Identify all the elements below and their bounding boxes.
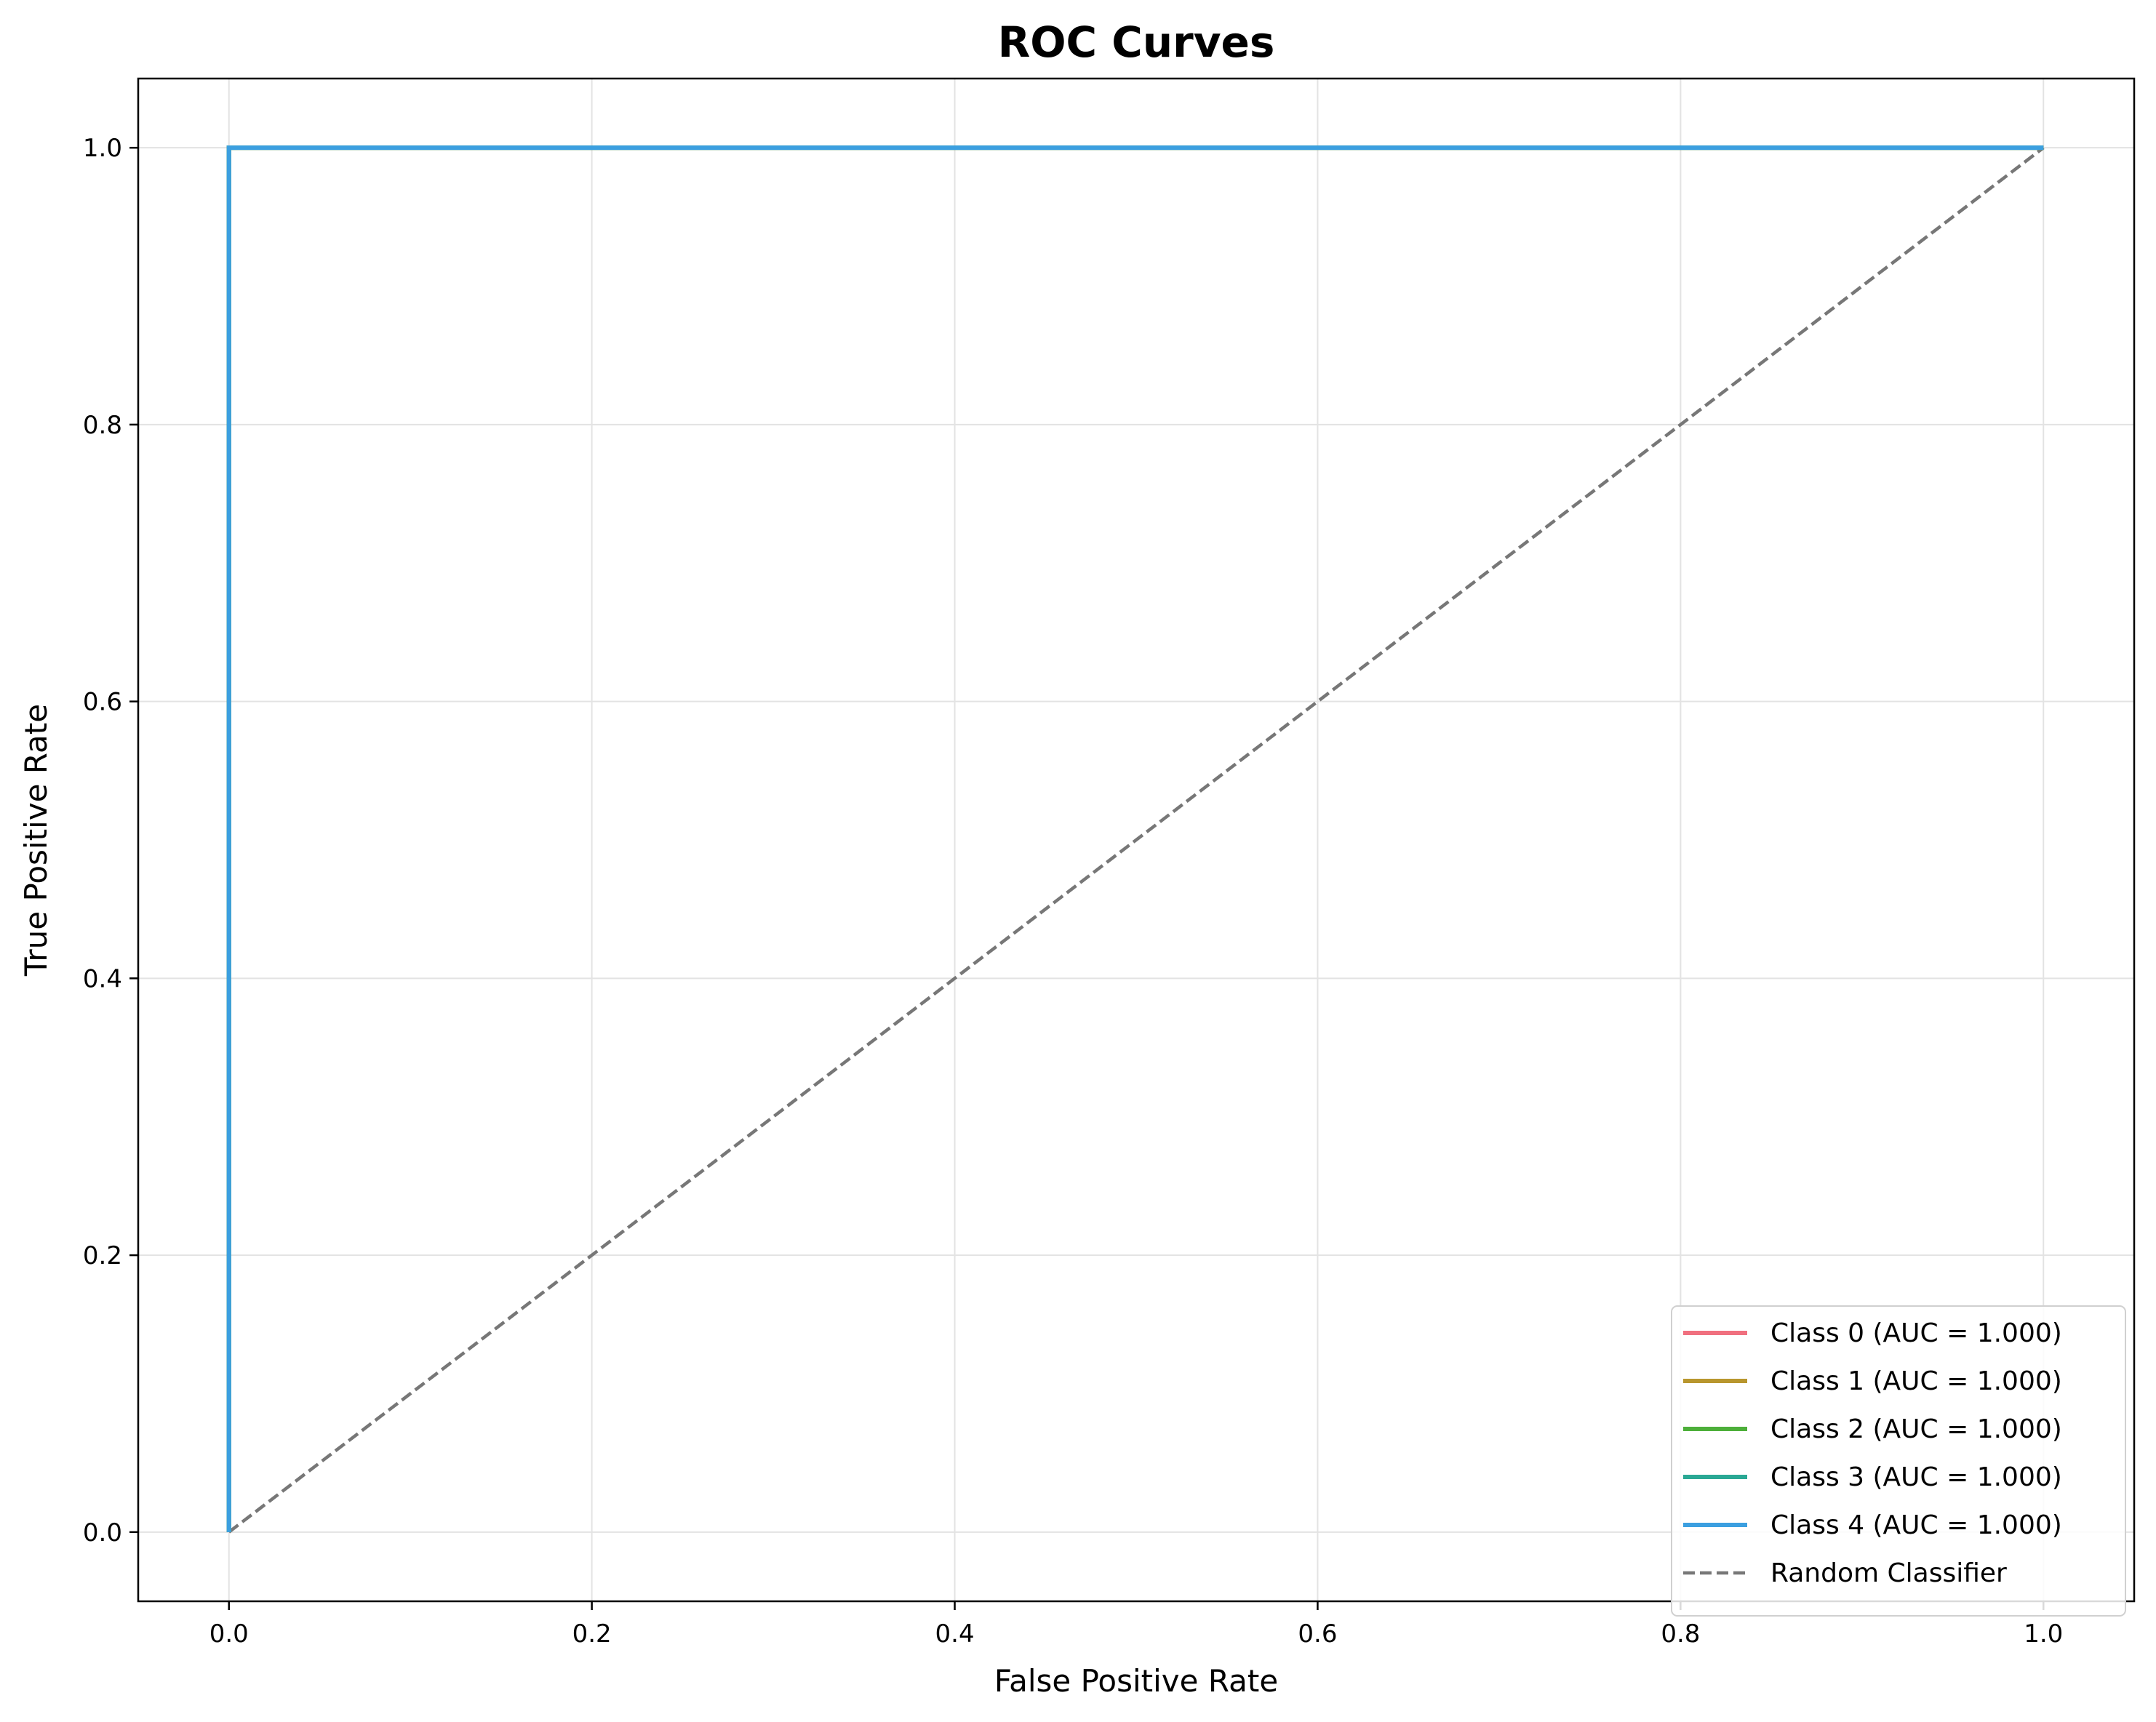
y-axis-label: True Positive Rate xyxy=(18,704,54,977)
x-tick-label: 0.2 xyxy=(572,1619,612,1649)
x-tick-label: 0.0 xyxy=(209,1619,249,1649)
y-tick-label: 0.0 xyxy=(83,1518,122,1547)
legend-label: Class 4 (AUC = 1.000) xyxy=(1770,1510,2062,1540)
y-tick-label: 0.2 xyxy=(83,1241,122,1270)
legend-box xyxy=(1671,1305,2126,1617)
series-line xyxy=(228,146,2045,1534)
legend-label: Class 1 (AUC = 1.000) xyxy=(1770,1366,2062,1396)
y-tick-label: 0.4 xyxy=(83,964,122,993)
legend-label: Random Classifier xyxy=(1770,1558,2007,1588)
x-tick-label: 0.8 xyxy=(1661,1619,1700,1649)
plot-frame xyxy=(137,77,2136,1603)
legend: Class 0 (AUC = 1.000) Class 1 (AUC = 1.00… xyxy=(1671,1305,2126,1617)
axis-ticks: 0.0 0.2 0.4 0.6 0.8 1.0 0.0 0.2 0.4 0.6 0.8 1.0 xyxy=(83,134,2063,1649)
legend-label: Class 3 (AUC = 1.000) xyxy=(1770,1462,2062,1492)
x-tick-label: 1.0 xyxy=(2024,1619,2063,1649)
legend-label: Class 0 (AUC = 1.000) xyxy=(1770,1318,2062,1348)
y-tick-label: 0.8 xyxy=(83,411,122,440)
x-tick-label: 0.4 xyxy=(935,1619,975,1649)
x-tick-label: 0.6 xyxy=(1298,1619,1337,1649)
x-axis-label: False Positive Rate xyxy=(994,1663,1278,1699)
chart-title: ROC Curves xyxy=(998,17,1275,67)
series-line xyxy=(226,145,2044,1532)
y-tick-label: 1.0 xyxy=(83,134,122,163)
y-tick-label: 0.6 xyxy=(83,688,122,717)
legend-label: Class 2 (AUC = 1.000) xyxy=(1770,1414,2062,1444)
series-layer xyxy=(226,145,2045,1534)
